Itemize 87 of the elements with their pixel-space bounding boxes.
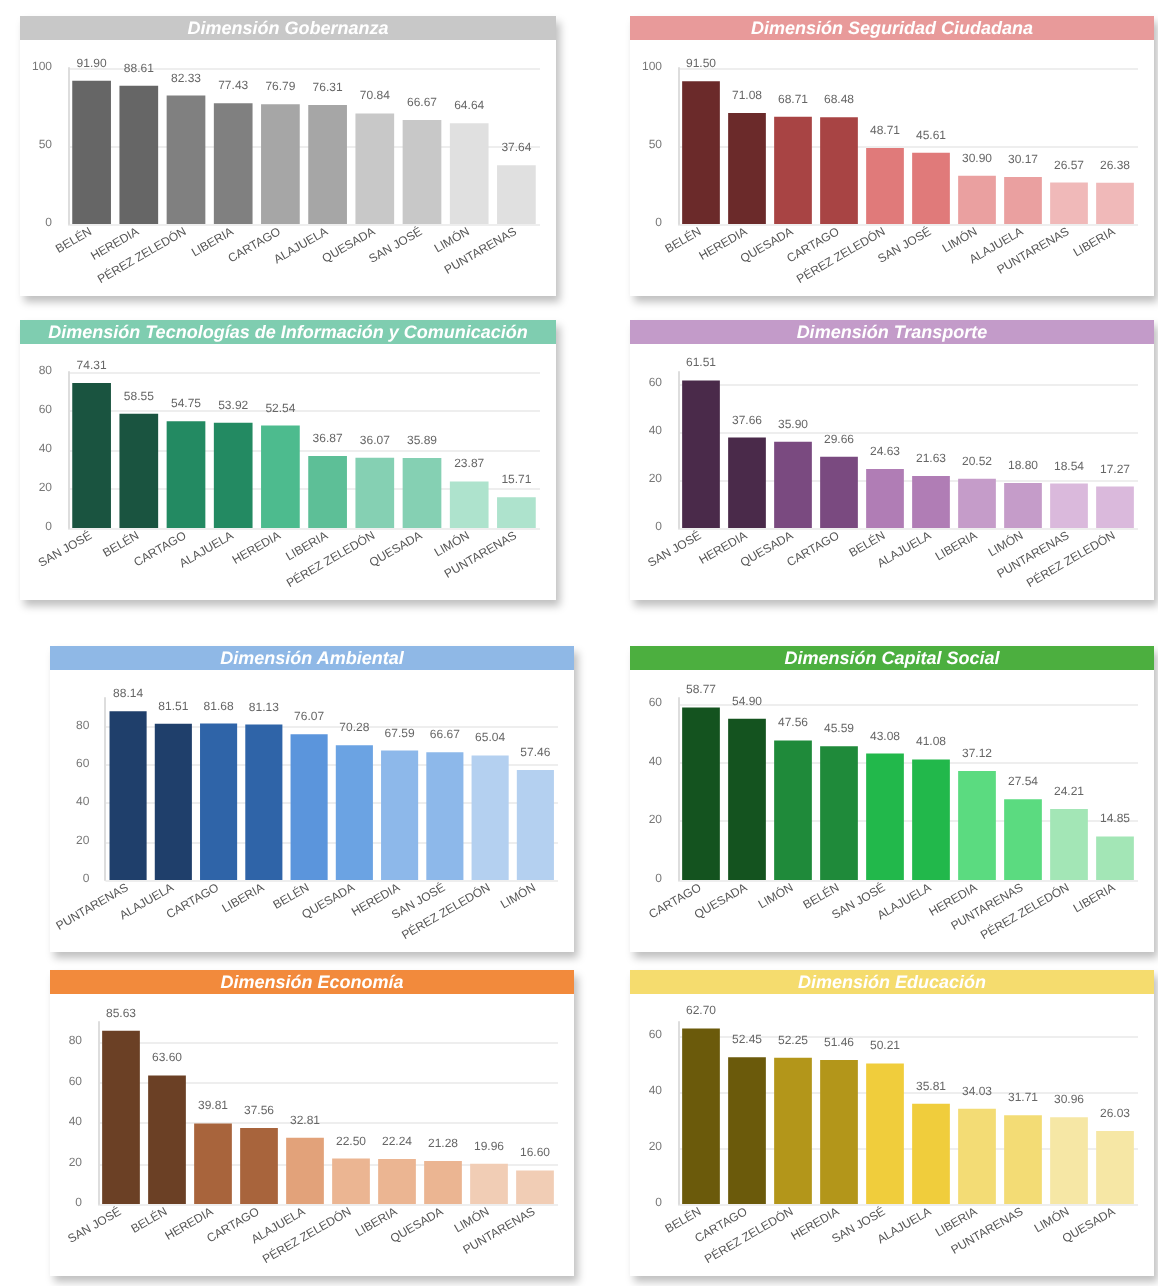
chart-title: Dimensión Capital Social bbox=[630, 646, 1154, 670]
bar bbox=[774, 1057, 812, 1204]
bar bbox=[1096, 486, 1134, 528]
bar bbox=[958, 175, 996, 224]
bar bbox=[820, 117, 858, 224]
bar bbox=[286, 1137, 324, 1204]
bar bbox=[912, 759, 950, 880]
bar bbox=[355, 457, 395, 528]
bar bbox=[1096, 182, 1134, 224]
bar bbox=[119, 413, 159, 528]
bar bbox=[866, 1063, 904, 1204]
bar bbox=[820, 746, 858, 880]
bar bbox=[866, 468, 904, 528]
bar bbox=[1004, 1115, 1042, 1204]
bar bbox=[728, 113, 766, 224]
bar bbox=[261, 425, 300, 528]
bar bbox=[261, 104, 300, 224]
bar bbox=[402, 119, 442, 224]
bar bbox=[774, 740, 812, 880]
bar bbox=[119, 85, 159, 224]
bar bbox=[109, 711, 147, 880]
bar bbox=[402, 458, 442, 528]
bar bbox=[449, 481, 489, 528]
bar bbox=[378, 1159, 416, 1204]
bar bbox=[166, 95, 206, 224]
bar bbox=[728, 1057, 766, 1204]
chart-title: Dimensión Ambiental bbox=[50, 646, 574, 670]
bar bbox=[470, 1163, 508, 1204]
bar bbox=[728, 718, 766, 880]
bar bbox=[516, 769, 554, 880]
bar bbox=[1096, 836, 1134, 880]
bar bbox=[1004, 176, 1042, 224]
bar bbox=[166, 421, 206, 528]
bar bbox=[424, 1160, 462, 1204]
bar bbox=[866, 148, 904, 224]
bar bbox=[682, 81, 720, 224]
bar bbox=[308, 104, 347, 224]
bar bbox=[449, 123, 489, 224]
bar bbox=[866, 753, 904, 880]
bar bbox=[1050, 483, 1088, 528]
bar bbox=[355, 113, 395, 224]
bar bbox=[820, 1059, 858, 1204]
bar bbox=[682, 1028, 720, 1204]
bar bbox=[682, 380, 720, 528]
bar bbox=[72, 80, 111, 224]
bar bbox=[245, 724, 283, 880]
bar bbox=[912, 152, 950, 224]
bar bbox=[102, 1030, 140, 1204]
bar bbox=[497, 165, 536, 224]
chart-title: Dimensión Transporte bbox=[630, 320, 1154, 344]
bar bbox=[820, 456, 858, 528]
chart-title: Dimensión Educación bbox=[630, 970, 1154, 994]
bar bbox=[332, 1158, 370, 1204]
bar bbox=[774, 116, 812, 224]
bar bbox=[1096, 1131, 1134, 1204]
bar bbox=[426, 752, 464, 880]
bar bbox=[308, 456, 347, 528]
bar bbox=[728, 437, 766, 528]
bar bbox=[682, 707, 720, 880]
bar bbox=[194, 1123, 232, 1204]
bar bbox=[1050, 1117, 1088, 1204]
bar bbox=[213, 422, 253, 528]
bar bbox=[774, 441, 812, 528]
chart-title: Dimensión Tecnologías de Información y Comunicación bbox=[20, 320, 556, 344]
bar bbox=[912, 476, 950, 528]
bar bbox=[958, 478, 996, 528]
bar bbox=[497, 497, 536, 528]
bar bbox=[154, 723, 192, 880]
bar bbox=[516, 1170, 554, 1204]
bar bbox=[213, 103, 253, 224]
bar bbox=[471, 755, 509, 880]
bar bbox=[958, 1108, 996, 1204]
bar bbox=[381, 750, 419, 880]
bar bbox=[72, 383, 111, 528]
bar bbox=[912, 1103, 950, 1204]
bar bbox=[335, 745, 373, 880]
bar bbox=[1004, 482, 1042, 528]
bar bbox=[1050, 808, 1088, 880]
bar bbox=[200, 723, 238, 880]
bar bbox=[1004, 799, 1042, 880]
chart-title: Dimensión Economía bbox=[50, 970, 574, 994]
bar bbox=[290, 734, 328, 880]
bar bbox=[240, 1128, 278, 1204]
bar bbox=[958, 771, 996, 880]
bar bbox=[148, 1075, 186, 1204]
bar bbox=[1050, 182, 1088, 224]
chart-title: Dimensión Seguridad Ciudadana bbox=[630, 16, 1154, 40]
